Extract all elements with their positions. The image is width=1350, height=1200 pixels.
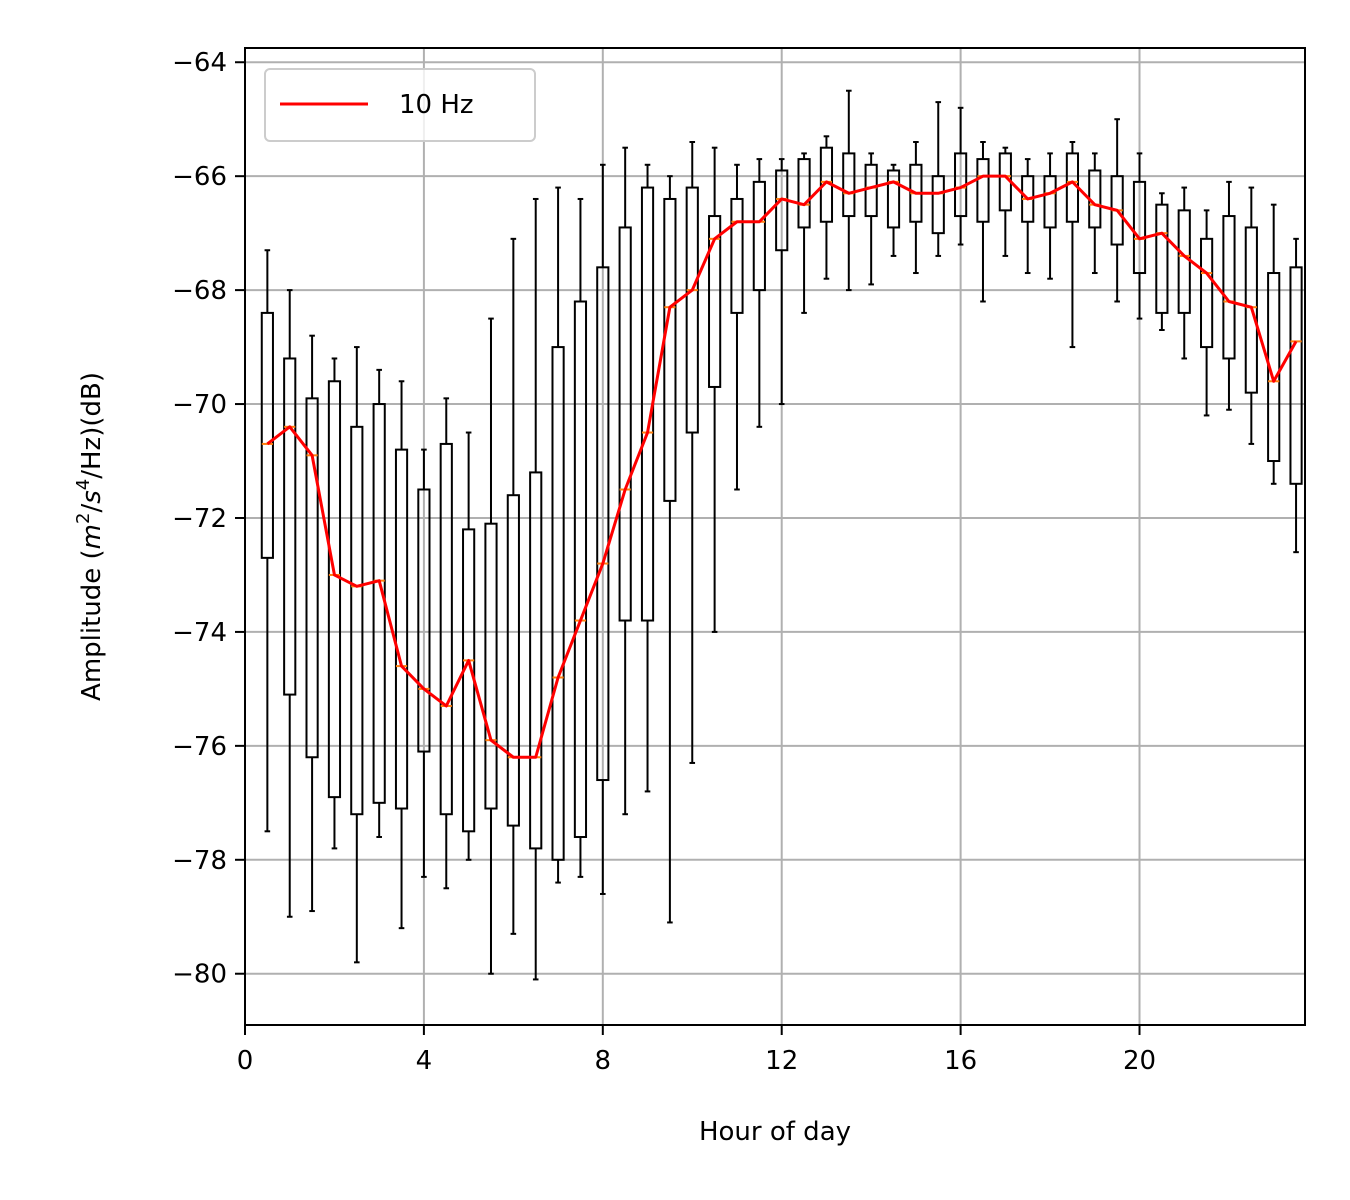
box-group: [730, 163, 744, 491]
box: [596, 266, 610, 782]
box: [327, 380, 342, 799]
box-group: [1132, 152, 1147, 320]
box-group: [305, 334, 319, 913]
median-line-group: [266, 174, 1298, 759]
box: [283, 357, 297, 696]
box-group: [596, 163, 610, 895]
box: [573, 300, 588, 839]
box: [1244, 226, 1258, 394]
box: [797, 158, 811, 229]
y-label-m-exp: 2: [73, 513, 94, 524]
box: [976, 158, 990, 223]
y-tick-label: −70: [172, 390, 227, 420]
box: [685, 186, 699, 434]
box-group: [484, 317, 498, 975]
box: [439, 442, 453, 816]
box-group: [551, 186, 565, 884]
box-group: [1289, 237, 1303, 554]
box: [708, 215, 722, 388]
box: [886, 169, 901, 229]
y-label-m: m: [77, 524, 107, 549]
box-group: [775, 158, 789, 406]
box: [394, 448, 409, 810]
box-group: [283, 289, 297, 918]
x-tick-label: 20: [1123, 1046, 1156, 1076]
y-label-suffix: /Hz)(dB): [77, 372, 107, 479]
y-tick-label: −66: [172, 162, 227, 192]
box-group: [886, 163, 901, 257]
box: [260, 311, 274, 559]
y-label-slash: /: [77, 504, 107, 513]
box-group: [260, 249, 274, 833]
box: [842, 152, 856, 218]
box: [1200, 237, 1214, 349]
box: [350, 425, 364, 816]
y-tick-label: −78: [172, 846, 227, 876]
y-label-s-exp: 4: [73, 479, 94, 490]
box-group: [1043, 152, 1057, 280]
box: [1132, 180, 1147, 275]
box: [931, 175, 945, 235]
box: [730, 197, 744, 314]
y-axis-label: Amplitude (m2/s4/Hz)(dB): [73, 372, 107, 701]
x-tick-label: 4: [416, 1046, 433, 1076]
box-group: [1244, 186, 1258, 445]
box: [618, 226, 632, 622]
box-group: [842, 89, 856, 292]
legend-label: 10 Hz: [399, 90, 474, 120]
box: [1222, 215, 1236, 360]
box: [1043, 175, 1057, 229]
plot-frame: [244, 47, 1306, 1026]
y-label-prefix: Amplitude (: [77, 549, 107, 701]
box-group: [350, 346, 364, 964]
box-group: [573, 197, 588, 878]
box: [1155, 203, 1169, 314]
box-group: [954, 106, 968, 246]
box: [775, 169, 789, 252]
x-tick-label: 8: [595, 1046, 612, 1076]
x-tick-label: 0: [237, 1046, 254, 1076]
box: [752, 180, 766, 292]
box: [551, 346, 565, 861]
x-axis-label: Hour of day: [699, 1117, 851, 1147]
legend: 10 Hz: [264, 68, 536, 142]
y-ticks: −80 −78 −76 −74 −72 −70 −68 −66 −64: [172, 48, 245, 990]
box-group: [976, 140, 990, 303]
box: [305, 397, 319, 759]
x-tick-label: 12: [765, 1046, 798, 1076]
box: [417, 488, 431, 753]
box-group: [685, 140, 699, 764]
y-tick-label: −80: [172, 960, 227, 990]
box-group: [394, 380, 409, 930]
box: [484, 522, 498, 810]
y-tick-label: −76: [172, 732, 227, 762]
legend-box: [264, 68, 536, 142]
box-group: [618, 146, 632, 816]
y-tick-label: −64: [172, 48, 227, 78]
box-group: [708, 146, 722, 633]
box: [1289, 266, 1303, 485]
x-ticks: 0 4 8 12 16 20: [237, 1025, 1156, 1076]
x-tick-label: 16: [944, 1046, 977, 1076]
box-group: [529, 197, 543, 981]
y-tick-label: −72: [172, 504, 227, 534]
y-tick-label: −74: [172, 618, 227, 648]
y-tick-label: −68: [172, 276, 227, 306]
median-line: [266, 174, 1298, 759]
y-label-s: s: [77, 490, 107, 504]
box: [506, 494, 520, 827]
box-group: [327, 357, 342, 850]
box: [529, 471, 543, 850]
box: [663, 197, 677, 502]
